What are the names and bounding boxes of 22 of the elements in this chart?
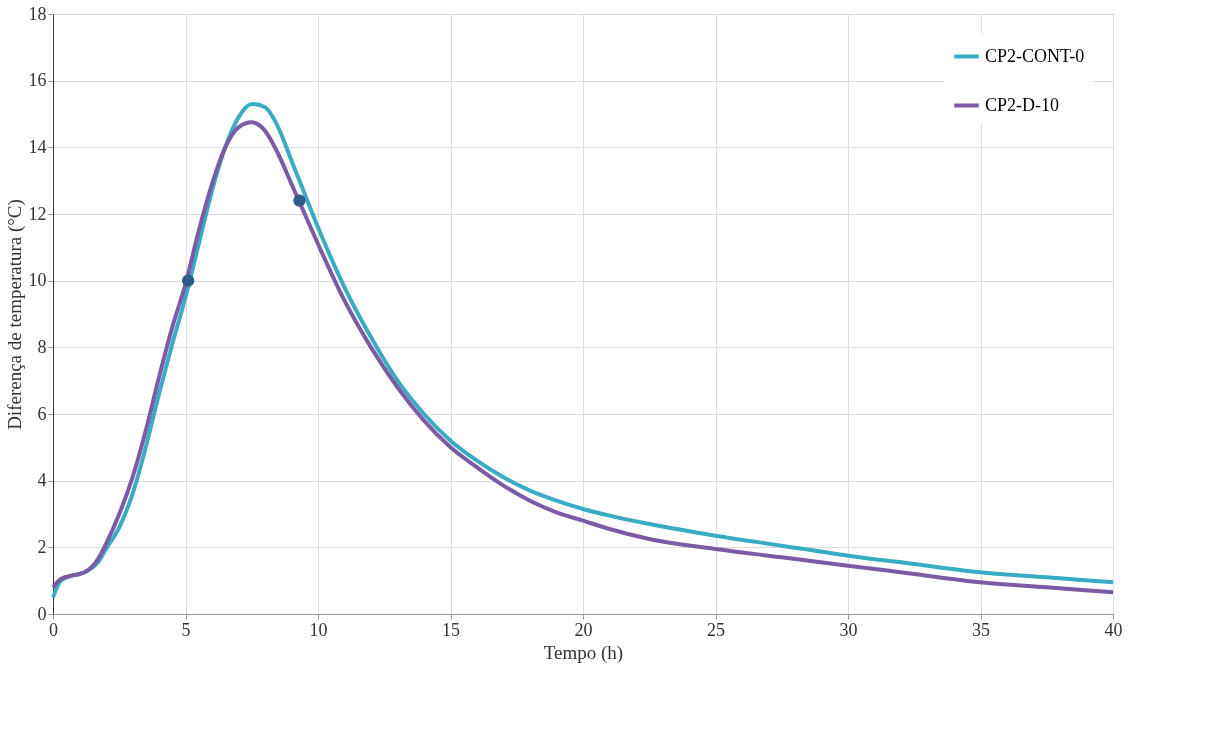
legend-label: CP2-CONT-0 <box>985 45 1085 66</box>
y-tick-label: 6 <box>37 403 47 424</box>
y-tick-label: 12 <box>28 203 47 224</box>
y-tick-label: 4 <box>37 470 47 491</box>
y-tick-label: 14 <box>28 136 47 157</box>
y-tick-label: 0 <box>37 603 47 624</box>
x-tick-label: 5 <box>181 619 191 640</box>
x-tick-label: 20 <box>574 619 593 640</box>
y-tick-label: 2 <box>37 536 47 557</box>
y-tick-label: 18 <box>28 3 47 24</box>
legend-label: CP2-D-10 <box>985 94 1060 115</box>
y-tick-label: 10 <box>28 270 47 291</box>
x-tick-label: 25 <box>707 619 725 640</box>
x-tick-label: 15 <box>442 619 460 640</box>
x-tick-label: 30 <box>839 619 858 640</box>
x-tick-label: 35 <box>972 619 990 640</box>
y-tick-label: 16 <box>28 70 47 91</box>
y-axis-title: Diferença de temperatura (°C) <box>3 199 26 430</box>
x-tick-label: 10 <box>309 619 328 640</box>
y-tick-label: 8 <box>37 336 47 357</box>
x-tick-label: 40 <box>1104 619 1123 640</box>
x-axis-title: Tempo (h) <box>543 641 624 664</box>
